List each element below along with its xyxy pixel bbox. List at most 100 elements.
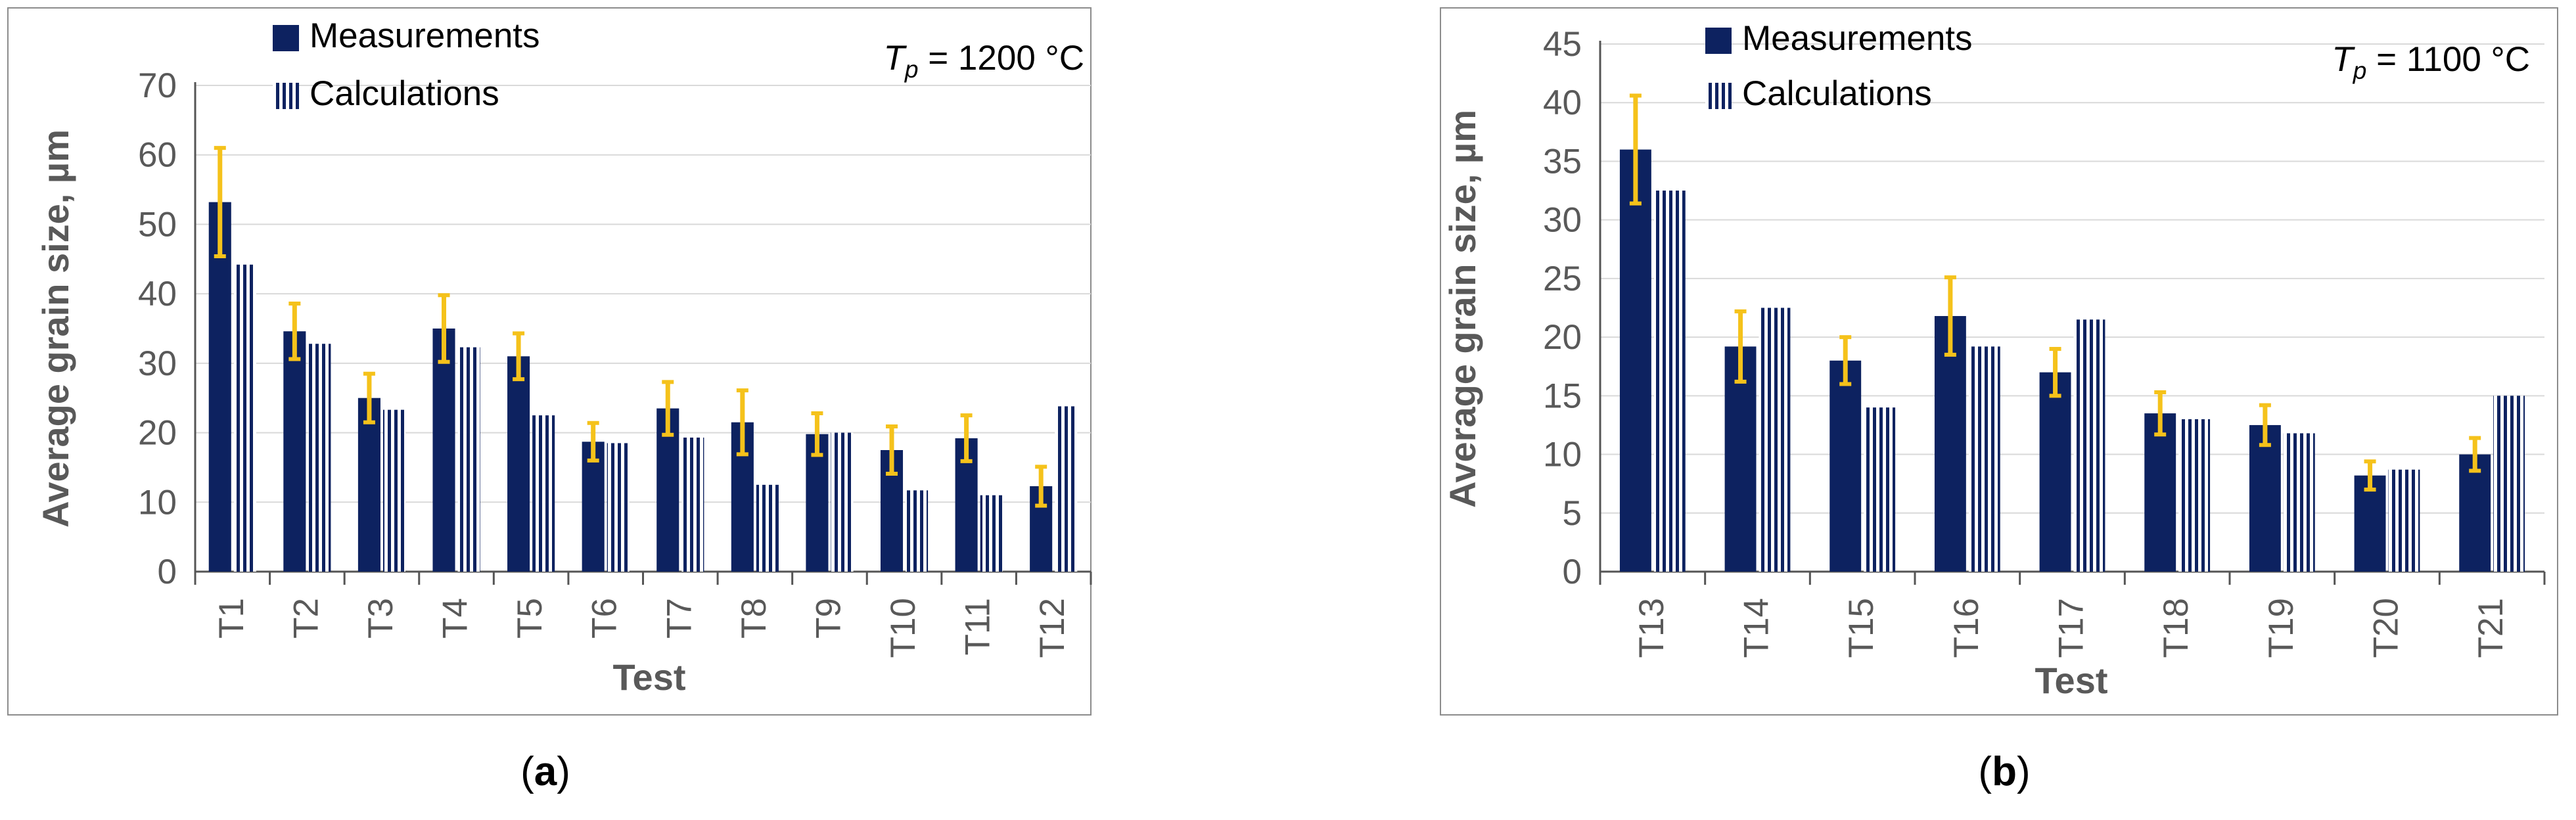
chart-b: 0 5 10 15 20 25 30 35 40 45 T13 T14 T15 T16 T17 T18 T19 T… <box>1440 7 2558 794</box>
annotation-text: = 1200 °C <box>918 39 1084 78</box>
x-tick-label: T12 <box>1033 598 1072 658</box>
bar-calculation-T13 <box>1653 191 1686 572</box>
bar-measurement-T2 <box>283 331 306 572</box>
x-tick-label: T5 <box>511 598 549 639</box>
bar-measurement-T14 <box>1724 346 1757 572</box>
x-tick-label: T11 <box>959 598 998 655</box>
x-tick-label: T21 <box>2472 598 2510 658</box>
bar-calculation-T12 <box>1055 406 1078 572</box>
x-tick-label: T7 <box>660 598 699 639</box>
y-tick-label: 0 <box>1563 553 1582 591</box>
bar-calculation-T10 <box>906 490 929 572</box>
chart-panel-b: 0 5 10 15 20 25 30 35 40 45 T13 T14 T15 T16 T17 T18 T19 T… <box>1288 0 2576 817</box>
y-tick-label: 70 <box>138 66 177 105</box>
bar-measurement-T3 <box>357 398 380 572</box>
y-tick-label: 20 <box>1543 318 1582 357</box>
bar-calculation-T4 <box>457 347 480 572</box>
bar-calculation-T3 <box>382 409 406 572</box>
bar-calculation-T21 <box>2493 396 2525 572</box>
y-tick-label: 5 <box>1563 494 1582 533</box>
y-tick-label: 60 <box>138 136 177 175</box>
bar-calculation-T6 <box>607 443 630 572</box>
x-tick-label: T17 <box>2052 598 2091 658</box>
bar-calculation-T2 <box>308 344 331 572</box>
y-tick-label: 40 <box>1543 83 1582 122</box>
x-axis-label: Test <box>613 656 686 698</box>
temperature-annotation: Tp = 1200 °C <box>883 39 1084 83</box>
x-tick-label: T20 <box>2367 598 2406 658</box>
y-tick-label: 20 <box>138 414 177 453</box>
bar-calculation-T15 <box>1864 407 1896 572</box>
bar-calculation-T5 <box>532 415 555 572</box>
annotation-base: T <box>2332 40 2355 79</box>
x-tick-label: T14 <box>1737 598 1776 658</box>
annotation-base: T <box>883 39 907 78</box>
x-tick-label: T13 <box>1632 598 1671 658</box>
y-tick-label: 15 <box>1543 376 1582 415</box>
x-tick-label: T19 <box>2262 598 2301 658</box>
bar-calculation-T16 <box>1968 346 2000 572</box>
bar-calculation-T11 <box>980 495 1003 572</box>
bar-measurement-T17 <box>2039 372 2071 572</box>
bar-measurement-T1 <box>208 202 231 572</box>
annotation-sub: p <box>904 55 919 83</box>
bar-calculation-T1 <box>233 264 256 572</box>
annotation-sub: p <box>2353 57 2367 84</box>
legend-swatch-calculations <box>1705 83 1732 109</box>
bar-measurement-T19 <box>2249 424 2281 572</box>
temperature-annotation: Tp = 1100 °C <box>2332 40 2530 84</box>
bar-measurement-T18 <box>2144 413 2176 572</box>
legend-label-calculations: Calculations <box>1742 74 1932 113</box>
x-tick-label: T3 <box>361 598 400 639</box>
y-tick-label: 30 <box>1543 201 1582 240</box>
y-tick-label: 35 <box>1543 142 1582 181</box>
x-tick-label: T1 <box>212 598 251 639</box>
bar-measurement-T9 <box>806 434 829 572</box>
bar-calculation-T18 <box>2178 419 2211 572</box>
legend-label-calculations: Calculations <box>310 74 499 113</box>
legend-swatch-calculations <box>273 83 299 109</box>
x-tick-label: T16 <box>1947 598 1986 658</box>
y-tick-label: 40 <box>138 275 177 313</box>
x-tick-label: T10 <box>884 598 923 658</box>
panel-letter: b <box>1992 749 2017 794</box>
y-tick-label: 10 <box>138 483 177 522</box>
x-tick-label: T8 <box>735 598 773 639</box>
bar-calculation-T19 <box>2283 433 2315 572</box>
legend-label-measurements: Measurements <box>310 16 540 55</box>
legend-label-measurements: Measurements <box>1742 19 1973 58</box>
y-tick-label: 25 <box>1543 260 1582 298</box>
y-tick-label: 30 <box>138 344 177 383</box>
chart-border <box>1440 7 2558 716</box>
bar-measurement-T21 <box>2459 454 2491 572</box>
panel-label: (b) <box>1978 749 2030 794</box>
x-tick-label: T18 <box>2157 598 2196 658</box>
x-tick-label: T4 <box>436 598 475 639</box>
legend-swatch-measurements <box>273 25 299 51</box>
panel-letter: a <box>534 749 557 794</box>
panel-label: (a) <box>520 749 570 794</box>
bar-measurement-T5 <box>507 356 530 572</box>
chart-panel-a: 0 10 20 30 40 50 60 70 T1 T2 T3 T4 T5 T6 T7 T8 T9 T10 T11 T… <box>0 0 1288 817</box>
y-tick-label: 0 <box>158 553 177 591</box>
x-tick-label: T15 <box>1842 598 1881 658</box>
x-tick-label: T2 <box>287 598 325 639</box>
chart-border <box>7 7 1092 716</box>
x-axis-label: Test <box>2035 660 2108 701</box>
bar-measurement-T15 <box>1829 360 1862 572</box>
annotation-text: = 1100 °C <box>2366 40 2530 79</box>
y-tick-label: 50 <box>138 205 177 244</box>
chart-a: 0 10 20 30 40 50 60 70 T1 T2 T3 T4 T5 T6 T7 T8 T9 T10 T11 T… <box>7 7 1092 794</box>
bar-measurement-T16 <box>1934 315 1966 572</box>
y-tick-label: 45 <box>1543 25 1582 64</box>
bar-measurement-T13 <box>1619 149 1651 572</box>
x-tick-label: T6 <box>586 598 624 639</box>
bar-calculation-T14 <box>1759 308 1791 572</box>
x-tick-label: T9 <box>809 598 848 639</box>
y-tick-label: 10 <box>1543 436 1582 474</box>
chart-group-b: 0 5 10 15 20 25 30 35 40 45 T13 T14 T15 T16 T17 T18 T19 T… <box>1440 7 2558 794</box>
bar-calculation-T20 <box>2388 469 2420 572</box>
bar-calculation-T17 <box>2073 319 2105 572</box>
legend-swatch-measurements <box>1705 28 1732 54</box>
bar-calculation-T8 <box>756 484 779 572</box>
